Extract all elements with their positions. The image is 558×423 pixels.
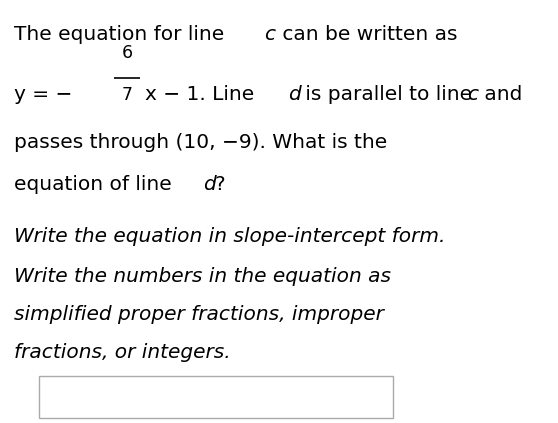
Text: Write the equation in slope-intercept form.: Write the equation in slope-intercept fo…: [14, 227, 445, 246]
Text: c: c: [466, 85, 478, 104]
Text: is parallel to line: is parallel to line: [299, 85, 478, 104]
Text: equation of line: equation of line: [14, 175, 178, 194]
Text: 7: 7: [122, 86, 133, 104]
Text: y = −: y = −: [14, 85, 72, 104]
Text: can be written as: can be written as: [276, 25, 458, 44]
Text: d: d: [203, 175, 216, 194]
Text: simplified proper fractions, improper: simplified proper fractions, improper: [14, 305, 384, 324]
Text: c: c: [264, 25, 276, 44]
Text: fractions, or integers.: fractions, or integers.: [14, 343, 230, 362]
Text: Write the numbers in the equation as: Write the numbers in the equation as: [14, 267, 391, 286]
Text: The equation for line: The equation for line: [14, 25, 230, 44]
Text: and: and: [478, 85, 523, 104]
Text: ?: ?: [214, 175, 225, 194]
Text: x − 1. Line: x − 1. Line: [146, 85, 261, 104]
FancyBboxPatch shape: [39, 376, 393, 418]
Text: d: d: [288, 85, 301, 104]
Text: 6: 6: [122, 44, 133, 62]
Text: passes through (10, −9). What is the: passes through (10, −9). What is the: [14, 133, 387, 152]
